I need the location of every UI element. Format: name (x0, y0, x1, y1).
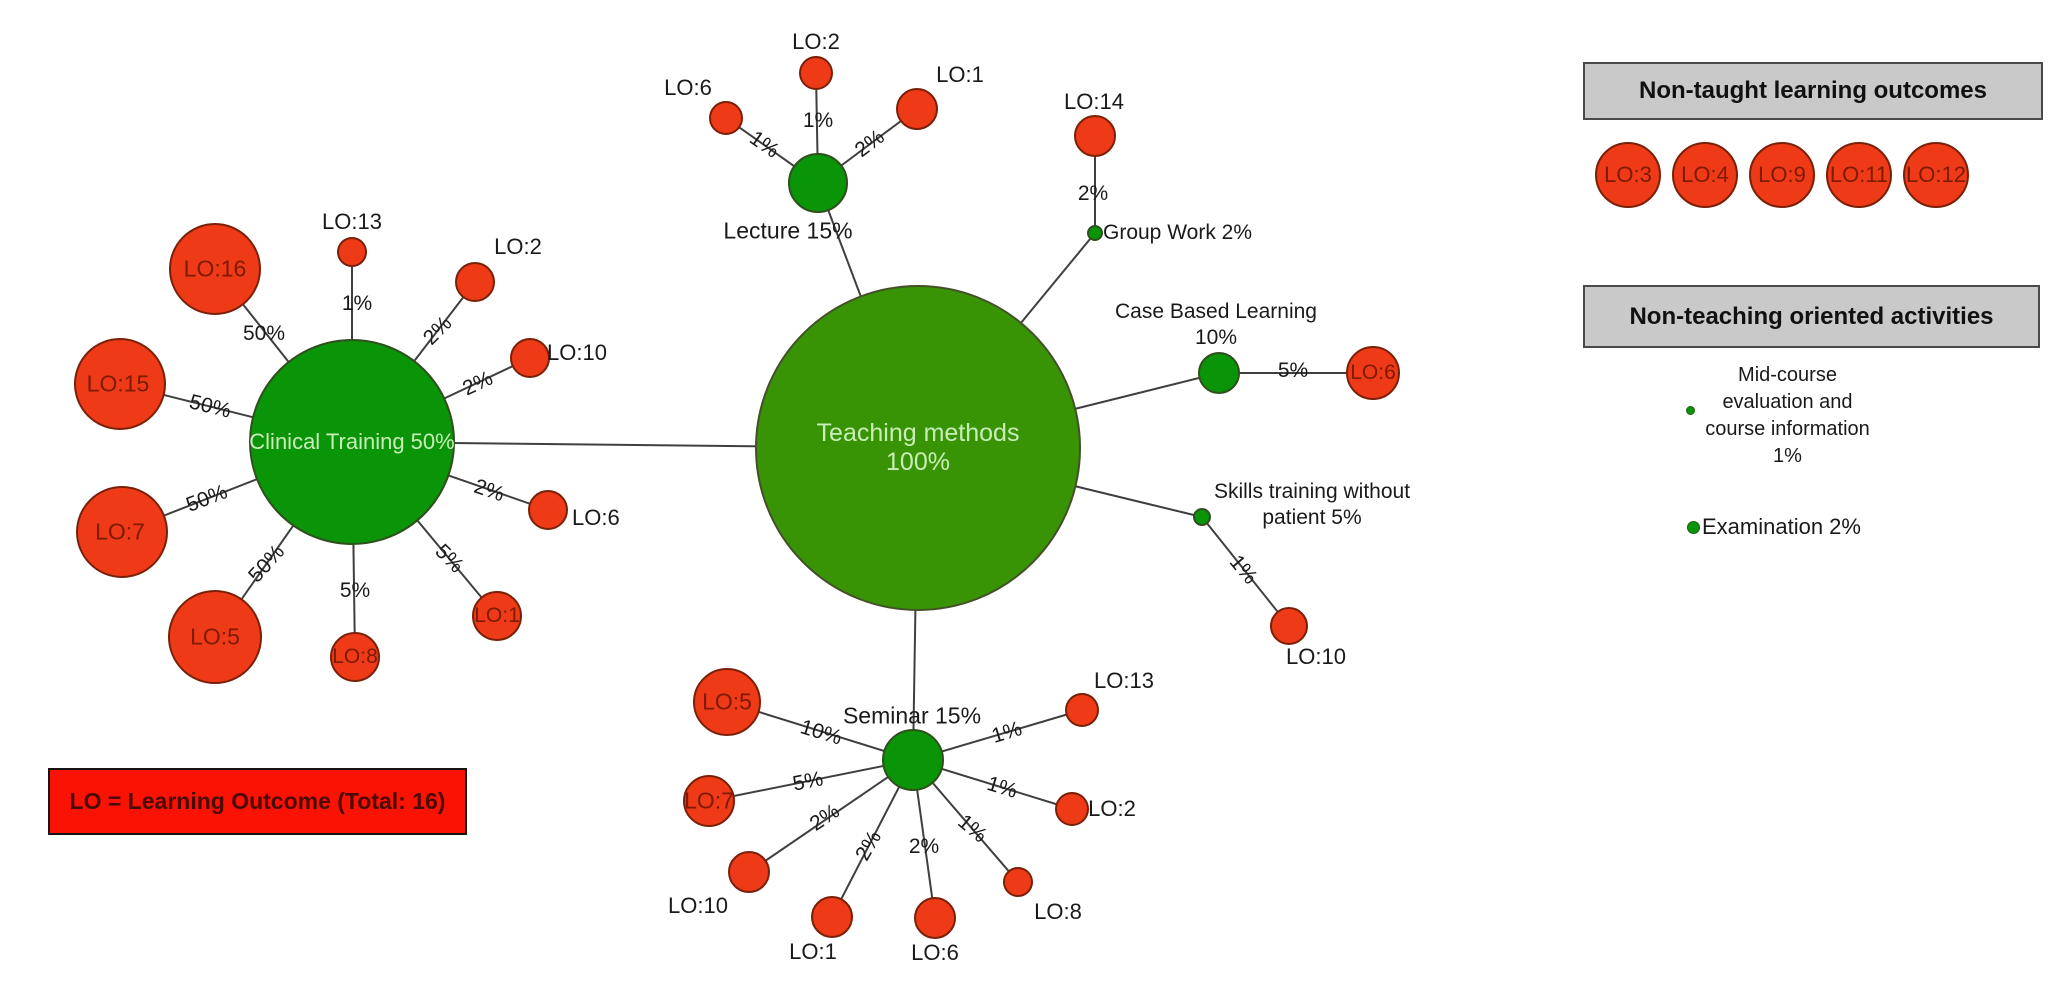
legend-circle-lo12: LO:12 (1903, 142, 1969, 208)
edge-label-clinical-c16: 50% (242, 322, 286, 345)
node-m5-circle (693, 668, 761, 736)
node-seminar-circle (882, 729, 944, 791)
edge-label-clinical-c8: 5% (339, 579, 371, 602)
node-cb6-label: LO:6 (1350, 361, 1396, 384)
node-c2-label: LO:2 (494, 234, 542, 259)
node-g14-circle (1074, 115, 1116, 157)
edge-seminar-m10 (748, 759, 914, 873)
node-c6-circle (528, 490, 568, 530)
node-m10-circle (728, 851, 770, 893)
node-lecture-label: Lecture 15% (723, 217, 853, 244)
node-c2-circle (455, 262, 495, 302)
midcourse-dot (1686, 406, 1695, 415)
non-taught-legend-title: Non-taught learning outcomes (1639, 77, 1987, 104)
node-m10-label: LO:10 (668, 893, 728, 918)
edge-label-groupwork-g14: 2% (1077, 182, 1109, 205)
node-c13-circle (337, 237, 367, 267)
node-c7-circle (76, 486, 168, 578)
edge-seminar-m7 (708, 759, 914, 802)
node-m8-label: LO:8 (1034, 899, 1082, 924)
node-l2-circle (799, 56, 833, 90)
non-taught-legend-circles: LO:3 LO:4 LO:9 LO:11 LO:12 (1595, 142, 1969, 208)
node-skills-circle (1193, 508, 1211, 526)
node-casebased-label: Case Based Learning 10% (1115, 299, 1317, 349)
node-c10-label: LO:10 (547, 340, 607, 365)
node-c15-label: LO:15 (86, 370, 150, 397)
edge-label-lecture-l2: 1% (802, 109, 834, 132)
note-box: LO = Learning Outcome (Total: 16) (48, 768, 467, 835)
node-c10-circle (510, 338, 550, 378)
node-c15-circle (74, 338, 166, 430)
node-m1-label: LO:1 (789, 939, 837, 964)
node-l6-label: LO:6 (664, 75, 712, 100)
midcourse-label: Mid-course evaluation and course informa… (1705, 364, 1870, 467)
node-m5-label: LO:5 (702, 688, 752, 715)
node-seminar-label: Seminar 15% (842, 702, 982, 729)
node-m7-label: LO:7 (684, 787, 734, 814)
node-c5-label: LO:5 (190, 623, 240, 650)
node-casebased-circle (1198, 352, 1240, 394)
node-m8-circle (1003, 867, 1033, 897)
node-m6-circle (914, 897, 956, 939)
node-skills-label: Skills training without patient 5% (1213, 479, 1411, 529)
legend-circle-lo11: LO:11 (1826, 142, 1892, 208)
node-m6-label: LO:6 (911, 940, 959, 965)
node-c16-circle (169, 223, 261, 315)
node-l2-label: LO:2 (792, 29, 840, 54)
examination-dot (1687, 521, 1700, 534)
node-m7-circle (683, 775, 735, 827)
node-l1-label: LO:1 (936, 62, 984, 87)
node-g14-label: LO:14 (1064, 89, 1124, 114)
node-lecture-circle (788, 153, 848, 213)
node-m13-label: LO:13 (1094, 668, 1154, 693)
non-teaching-legend-box: Non-teaching oriented activities (1583, 285, 2040, 348)
edge-skills-s10 (1201, 516, 1290, 627)
examination-label: Examination 2% (1702, 514, 1861, 539)
node-c7-label: LO:7 (95, 518, 145, 545)
node-s10-circle (1270, 607, 1308, 645)
node-clinical-circle (249, 339, 455, 545)
node-c8-circle (330, 632, 380, 682)
edge-label-seminar-m6: 2% (908, 835, 940, 858)
node-l6-circle (709, 101, 743, 135)
node-m13-circle (1065, 693, 1099, 727)
node-c13-label: LO:13 (322, 209, 382, 234)
non-taught-legend-box: Non-taught learning outcomes (1583, 62, 2043, 120)
node-m2-label: LO:2 (1088, 796, 1136, 821)
node-teaching-label: Teaching methods 100% (816, 419, 1020, 476)
node-s10-label: LO:10 (1286, 644, 1346, 669)
node-l1-circle (896, 88, 938, 130)
node-c1-circle (472, 591, 522, 641)
node-c8-label: LO:8 (332, 645, 378, 668)
node-c6-label: LO:6 (572, 505, 620, 530)
node-c5-circle (168, 590, 262, 684)
note-text: LO = Learning Outcome (Total: 16) (69, 788, 446, 814)
node-cb6-circle (1346, 346, 1400, 400)
edge-label-clinical-c13: 1% (341, 292, 373, 315)
node-groupwork-circle (1087, 225, 1103, 241)
edge-label-casebased-cb6: 5% (1277, 359, 1309, 382)
node-c16-label: LO:16 (183, 255, 247, 282)
node-c1-label: LO:1 (474, 604, 520, 627)
non-teaching-legend-title: Non-teaching oriented activities (1629, 302, 1994, 330)
legend-circle-lo3: LO:3 (1595, 142, 1661, 208)
node-m2-circle (1055, 792, 1089, 826)
node-clinical-label: Clinical Training 50% (249, 429, 455, 454)
node-m1-circle (811, 896, 853, 938)
node-teaching-circle (755, 285, 1081, 611)
legend-circle-lo4: LO:4 (1672, 142, 1738, 208)
legend-circle-lo9: LO:9 (1749, 142, 1815, 208)
node-groupwork-label: Group Work 2% (1103, 220, 1252, 244)
